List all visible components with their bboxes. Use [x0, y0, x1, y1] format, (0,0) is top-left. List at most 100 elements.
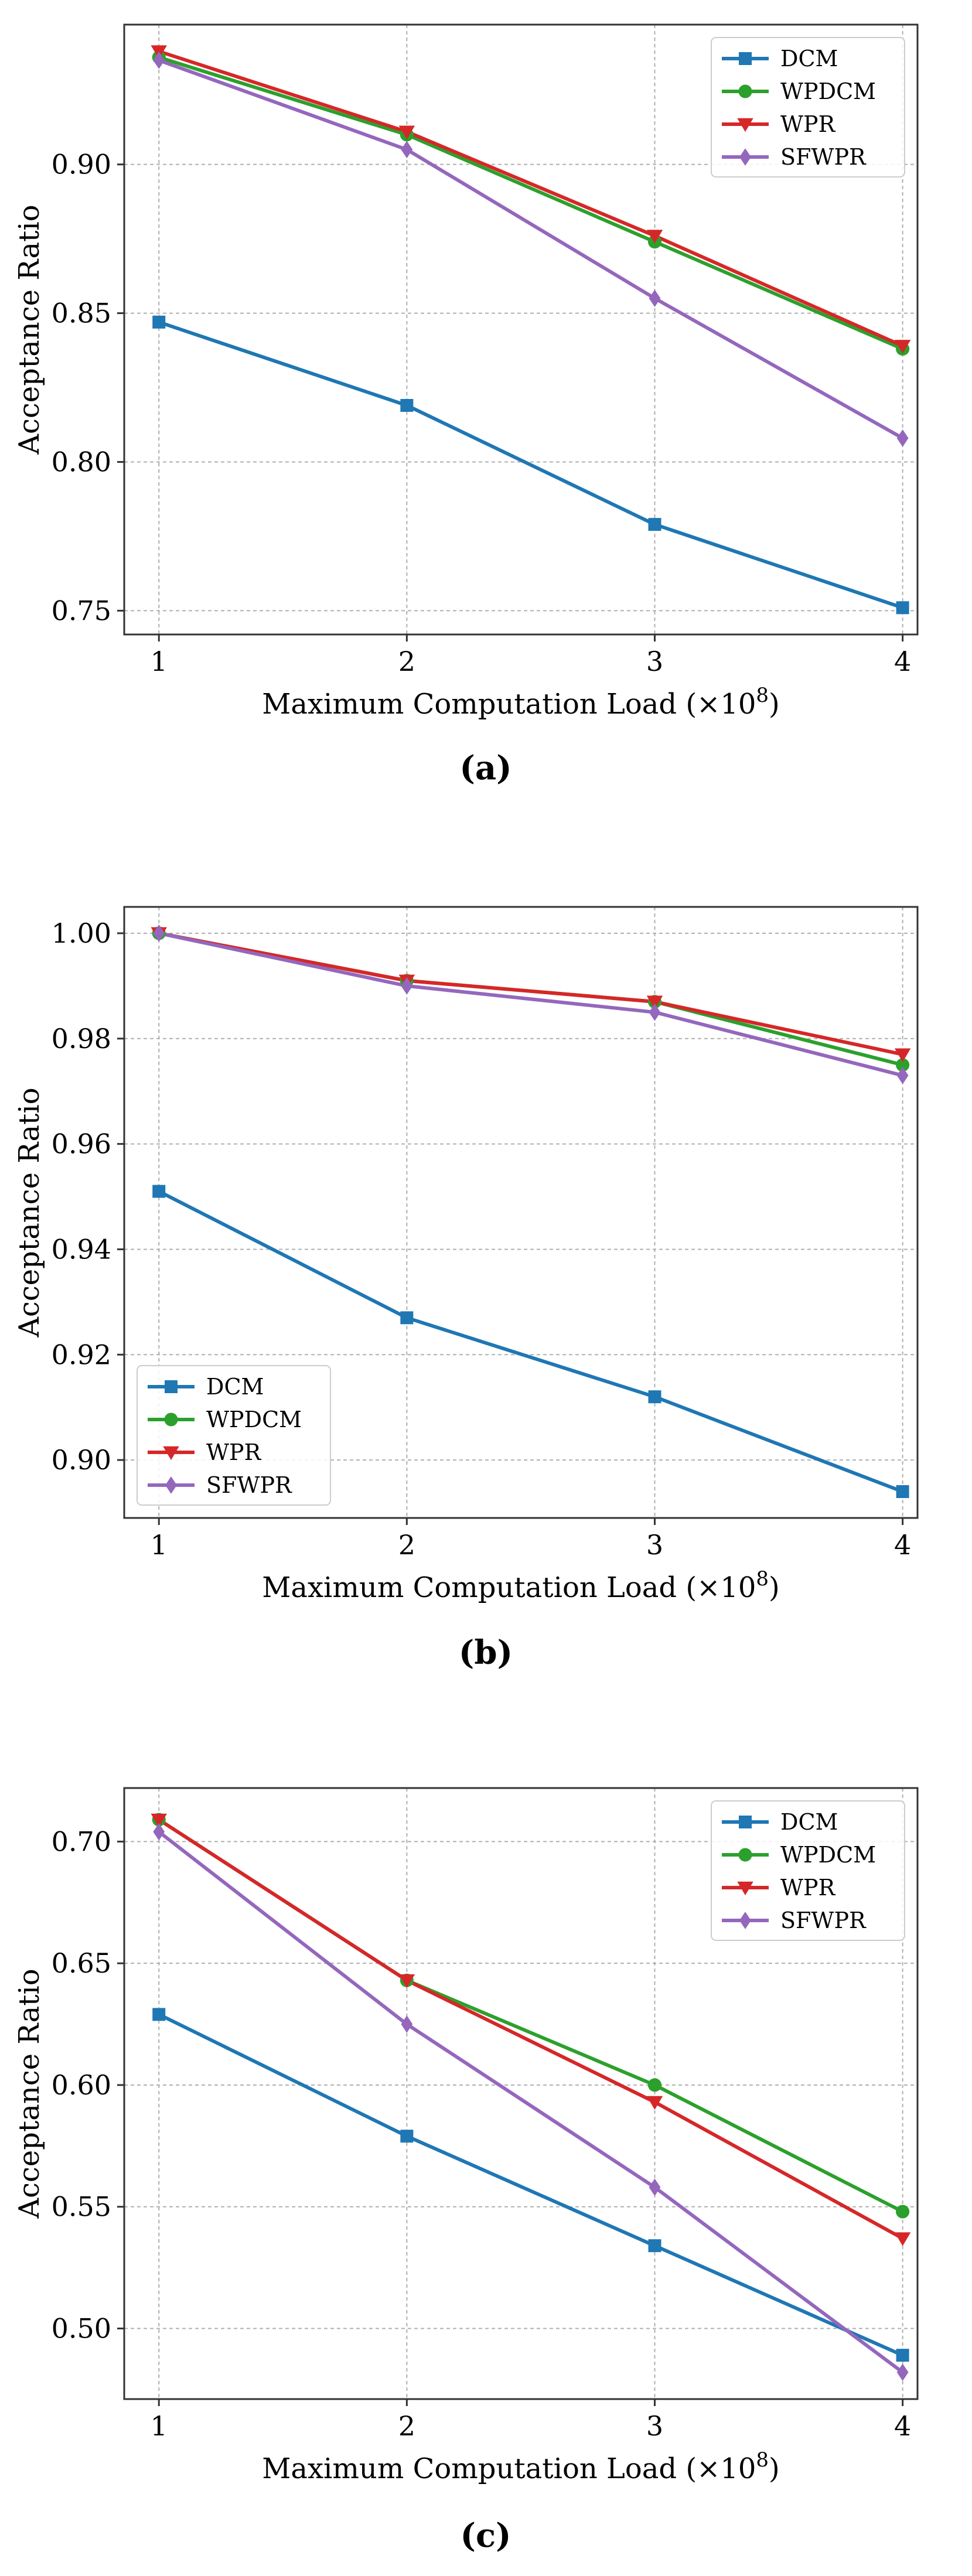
x-axis-label-main: Maximum Computation Load (×10	[262, 1571, 756, 1604]
point-wpr-2	[646, 2096, 663, 2110]
point-wpr-1	[398, 125, 415, 139]
legend-box	[137, 1365, 331, 1506]
panel-label: (c)	[460, 2516, 511, 2555]
point-wpr-2	[646, 995, 663, 1009]
plot-frame	[123, 906, 919, 1519]
x-axis-label: Maximum Computation Load (×108)	[262, 1567, 780, 1604]
legend-marker-sfwpr	[165, 1476, 177, 1494]
legend-label-wpdcm: WPDCM	[780, 79, 876, 104]
point-dcm-0	[152, 1185, 166, 1198]
point-sfwpr-0	[153, 52, 165, 69]
point-sfwpr-2	[649, 2178, 661, 2196]
legend-label-wpdcm: WPDCM	[780, 1842, 876, 1868]
series-line-wpr	[158, 49, 903, 348]
series-line-sfwpr	[158, 59, 904, 440]
legend-box	[711, 37, 905, 178]
y-tick-label-5: 1.00	[52, 917, 111, 949]
point-wpr-0	[151, 1813, 167, 1828]
legend-marker-dcm	[739, 1816, 752, 1828]
point-wpr-3	[894, 1048, 911, 1062]
legend: DCM WPDCM WPR SFWPR	[137, 1365, 331, 1506]
point-wpr-3	[894, 340, 911, 354]
legend-marker-wpdcm	[164, 1412, 178, 1427]
x-tick-label-0: 1	[151, 2410, 168, 2442]
legend-marker-wpr	[737, 118, 753, 132]
point-dcm-1	[400, 398, 414, 412]
panel-label: (a)	[459, 749, 511, 787]
series-line-wpdcm	[158, 55, 903, 351]
y-tick-label-2: 0.60	[52, 2069, 111, 2101]
point-dcm-0	[152, 2008, 166, 2021]
legend-label-sfwpr: SFWPR	[206, 1472, 292, 1498]
x-axis-label-close: )	[769, 2452, 780, 2485]
legend-marker-sfwpr	[739, 148, 751, 166]
legend-label-dcm: DCM	[206, 1374, 264, 1400]
legend-marker-dcm	[739, 52, 752, 65]
legend-label-dcm: DCM	[780, 1809, 838, 1835]
y-tick-label-3: 0.90	[52, 149, 111, 180]
legend-label-sfwpr: SFWPR	[780, 1908, 867, 1933]
plot-frame	[123, 1787, 919, 2400]
y-tick-label-2: 0.94	[52, 1233, 111, 1265]
point-wpdcm-3	[896, 1058, 910, 1072]
x-axis-label-main: Maximum Computation Load (×10	[262, 2452, 756, 2485]
point-wpr-1	[398, 1974, 415, 1988]
point-sfwpr-1	[401, 2015, 413, 2033]
x-tick-label-3: 4	[894, 2410, 911, 2442]
x-axis-label-close: )	[769, 688, 780, 721]
point-sfwpr-1	[401, 141, 413, 159]
point-dcm-1	[400, 1311, 414, 1325]
legend-label-wpr: WPR	[206, 1439, 262, 1465]
chart-c: 1 2 3 4 0.50 0.55 0.60 0.65 0.70 Maximum Computat…	[13, 1787, 919, 2555]
x-axis-label: Maximum Computation Load (×108)	[262, 684, 780, 721]
x-axis-label-close: )	[769, 1571, 780, 1604]
x-tick-label-3: 4	[894, 646, 911, 677]
panel-label: (b)	[459, 1633, 513, 1672]
legend-label-wpdcm: WPDCM	[206, 1407, 302, 1432]
y-tick-label-3: 0.96	[52, 1128, 111, 1160]
y-tick-label-2: 0.85	[52, 298, 111, 329]
legend-marker-wpr	[163, 1446, 179, 1461]
x-tick-label-1: 2	[398, 2410, 415, 2442]
point-sfwpr-3	[896, 1066, 909, 1084]
point-sfwpr-2	[649, 1003, 661, 1021]
legend-label-dcm: DCM	[780, 46, 838, 71]
legend-marker-dcm	[165, 1380, 178, 1393]
series-line-sfwpr	[158, 932, 903, 1077]
y-tick-label-1: 0.92	[52, 1339, 111, 1370]
y-axis-label: Acceptance Ratio	[13, 1087, 46, 1338]
legend-marker-wpdcm	[738, 84, 752, 98]
point-sfwpr-2	[649, 289, 661, 308]
series-line-sfwpr	[158, 1830, 904, 2374]
plot-frame	[123, 23, 919, 636]
point-dcm-3	[896, 1485, 909, 1499]
x-tick-label-1: 2	[398, 646, 415, 677]
chart-b: 1 2 3 4 0.90 0.92 0.94 0.96 0.98 1.00 Maximum Comp…	[13, 906, 919, 1672]
legend-box	[711, 1800, 905, 1941]
x-tick-label-2: 3	[646, 1529, 663, 1561]
x-axis-label-exponent: 8	[756, 1567, 769, 1591]
y-tick-label-0: 0.50	[52, 2312, 111, 2344]
point-dcm-3	[896, 2349, 909, 2362]
x-axis-label-exponent: 8	[756, 684, 769, 707]
y-tick-label-4: 0.70	[52, 1826, 111, 1857]
y-tick-label-3: 0.65	[52, 1947, 111, 1979]
series-line-wpr	[158, 1818, 904, 2240]
point-wpr-3	[894, 2232, 911, 2246]
legend: DCM WPDCM WPR SFWPR	[711, 37, 905, 178]
point-sfwpr-3	[896, 2363, 909, 2381]
point-dcm-2	[648, 1390, 661, 1404]
legend-marker-wpdcm	[738, 1848, 752, 1862]
point-wpdcm-3	[896, 2205, 910, 2219]
x-axis-label: Maximum Computation Load (×108)	[262, 2448, 780, 2485]
point-dcm-3	[896, 601, 909, 615]
x-tick-label-2: 3	[646, 2410, 663, 2442]
point-dcm-0	[152, 315, 166, 329]
point-sfwpr-1	[401, 977, 413, 995]
legend: DCM WPDCM WPR SFWPR	[711, 1800, 905, 1941]
legend-marker-sfwpr	[739, 1912, 751, 1929]
x-axis-label-main: Maximum Computation Load (×10	[262, 688, 756, 721]
legend-label-wpr: WPR	[780, 1875, 836, 1901]
x-tick-label-1: 2	[398, 1529, 415, 1561]
